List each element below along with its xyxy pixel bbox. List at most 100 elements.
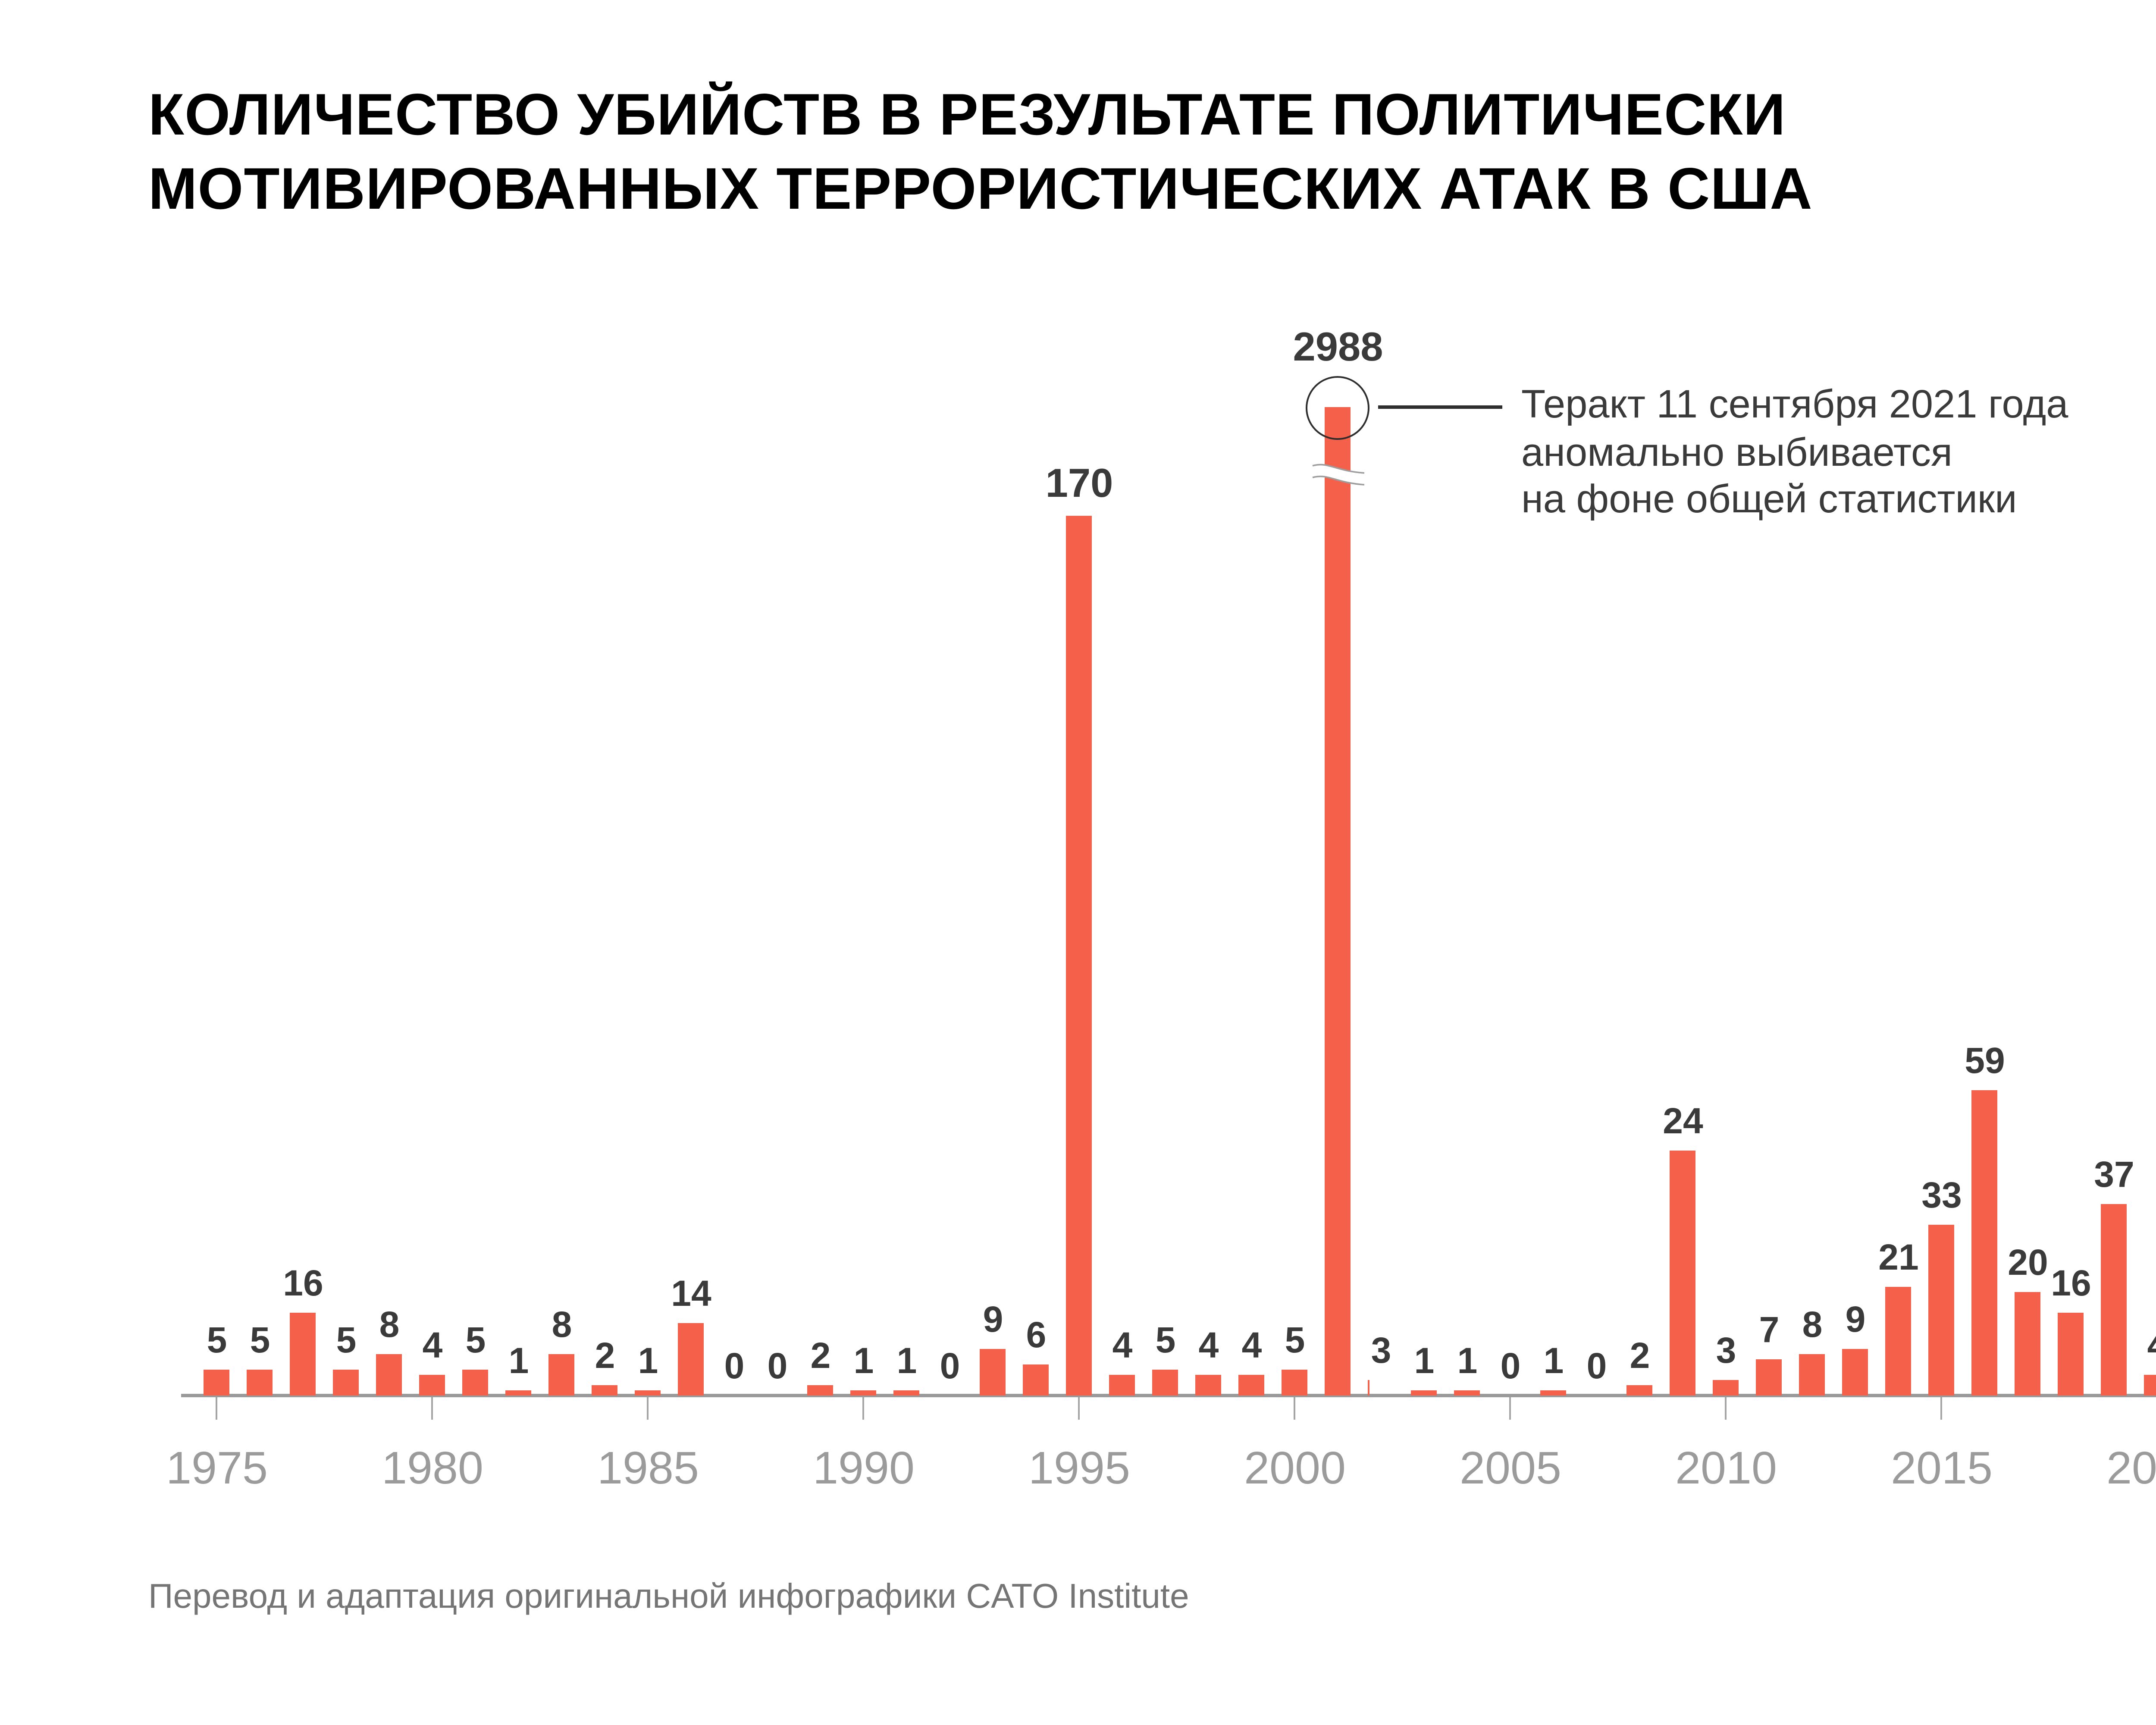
value-label-1987: 0 <box>724 1346 745 1386</box>
value-label-2003: 1 <box>1414 1341 1435 1381</box>
value-label-2018: 16 <box>2051 1264 2091 1303</box>
axis-tick-1990 <box>862 1396 865 1420</box>
highlight-circle <box>1306 375 1370 439</box>
value-label-1990: 1 <box>853 1341 874 1381</box>
value-label-1996: 4 <box>1112 1326 1133 1365</box>
axis-tick-2015 <box>1940 1396 1943 1420</box>
value-label-1979: 8 <box>379 1305 400 1345</box>
bar-2020 <box>2144 1375 2156 1396</box>
value-label-1999: 4 <box>1241 1326 1262 1365</box>
value-label-1984: 2 <box>595 1336 615 1376</box>
axis-tick-1975 <box>216 1396 218 1420</box>
bar-1981 <box>463 1370 489 1396</box>
bar-2009 <box>1670 1151 1696 1396</box>
value-label-1997: 5 <box>1155 1320 1176 1360</box>
value-label-2009: 24 <box>1663 1101 1703 1141</box>
value-label-1995: 170 <box>1045 461 1113 505</box>
bar-2010 <box>1713 1380 1739 1396</box>
value-label-2006: 1 <box>1543 1341 1564 1381</box>
bar-2006 <box>1541 1390 1567 1396</box>
bar-2013 <box>1843 1349 1868 1396</box>
bar-1975 <box>204 1370 230 1396</box>
value-label-1988: 0 <box>767 1346 788 1386</box>
bar-1994 <box>1023 1364 1049 1396</box>
bar-1999 <box>1239 1375 1265 1396</box>
bar-1984 <box>592 1385 618 1396</box>
value-label-1978: 5 <box>336 1320 357 1360</box>
value-label-2007: 0 <box>1586 1346 1607 1386</box>
bar-1980 <box>420 1375 445 1396</box>
value-label-2012: 8 <box>1802 1305 1823 1345</box>
value-label-2019: 37 <box>2094 1155 2134 1195</box>
value-label-2014: 21 <box>1878 1238 1919 1277</box>
value-label-1980: 4 <box>422 1326 443 1365</box>
value-label-1986: 14 <box>671 1274 711 1314</box>
year-label-2005: 2005 <box>1460 1442 1561 1494</box>
axis-tick-2010 <box>1725 1396 1727 1420</box>
value-label-2008: 2 <box>1630 1336 1650 1376</box>
value-label-2010: 3 <box>1716 1331 1736 1371</box>
bar-1978 <box>333 1370 359 1396</box>
bar-1986 <box>678 1323 704 1396</box>
value-label-2017: 20 <box>2008 1243 2048 1283</box>
bar-2000 <box>1282 1370 1308 1396</box>
year-label-1985: 1985 <box>597 1442 699 1494</box>
bar-1990 <box>851 1390 877 1396</box>
value-label-1992: 0 <box>940 1346 960 1386</box>
bar-2016 <box>1972 1090 1998 1396</box>
value-label-2004: 1 <box>1457 1341 1478 1381</box>
bar-1991 <box>894 1390 920 1396</box>
page-title-line2: МОТИВИРОВАННЫХ ТЕРРОРИСТИЧЕСКИХ АТАК В С… <box>148 157 1813 223</box>
bar-1976 <box>247 1370 273 1396</box>
bar-1996 <box>1109 1375 1135 1396</box>
callout-annotation-line2: аномально выбивается <box>1521 429 1952 474</box>
bar-1985 <box>635 1390 661 1396</box>
value-label-1981: 5 <box>465 1320 486 1360</box>
year-label-1980: 1980 <box>382 1442 483 1494</box>
year-label-2010: 2010 <box>1675 1442 1777 1494</box>
bar-1997 <box>1153 1370 1178 1396</box>
value-label-2001: 2988 <box>1293 324 1383 369</box>
value-label-2020: 4 <box>2147 1327 2156 1364</box>
bar-2004 <box>1454 1390 1480 1396</box>
page-title: КОЛИЧЕСТВО УБИЙСТВ В РЕЗУЛЬТАТЕ ПОЛИТИЧЕ… <box>148 79 1813 228</box>
value-label-1982: 1 <box>508 1341 529 1381</box>
bar-2015 <box>1929 1225 1955 1396</box>
bar-1989 <box>808 1385 834 1396</box>
axis-break-mark <box>1312 464 1364 486</box>
bar-2002 <box>1368 1380 1370 1396</box>
value-label-1991: 1 <box>896 1341 917 1381</box>
bar-2003 <box>1411 1390 1437 1396</box>
value-label-1994: 6 <box>1026 1315 1047 1355</box>
bar-2014 <box>1886 1287 1912 1396</box>
value-label-1985: 1 <box>638 1341 658 1381</box>
year-label-2015: 2015 <box>1891 1442 1993 1494</box>
bar-2017 <box>2015 1292 2041 1396</box>
value-label-2011: 7 <box>1759 1310 1780 1350</box>
year-label-1995: 1995 <box>1028 1442 1130 1494</box>
bar-2011 <box>1756 1359 1782 1396</box>
year-label-1990: 1990 <box>813 1442 915 1494</box>
value-label-1989: 2 <box>810 1336 831 1376</box>
value-label-2015: 33 <box>1921 1176 1962 1215</box>
bar-1983 <box>549 1354 575 1396</box>
callout-annotation: Теракт 11 сентября 2021 года аномально в… <box>1521 381 2068 524</box>
callout-line <box>1378 406 1502 408</box>
bar-2012 <box>1799 1354 1825 1396</box>
bar-1982 <box>506 1390 532 1396</box>
value-label-1977: 16 <box>283 1264 323 1303</box>
bar-1993 <box>980 1349 1006 1396</box>
bar-1979 <box>376 1354 402 1396</box>
callout-annotation-line1: Теракт 11 сентября 2021 года <box>1521 381 2068 426</box>
callout-annotation-line3: на фоне общей статистики <box>1521 476 2017 521</box>
bar-1977 <box>290 1313 316 1396</box>
value-label-1976: 5 <box>250 1320 270 1360</box>
value-label-2016: 59 <box>1965 1041 2005 1081</box>
bar-1998 <box>1196 1375 1222 1396</box>
bar-2019 <box>2101 1204 2127 1396</box>
value-label-2013: 9 <box>1845 1300 1866 1339</box>
value-label-2002: 3 <box>1371 1331 1391 1371</box>
value-label-2005: 0 <box>1500 1346 1521 1386</box>
